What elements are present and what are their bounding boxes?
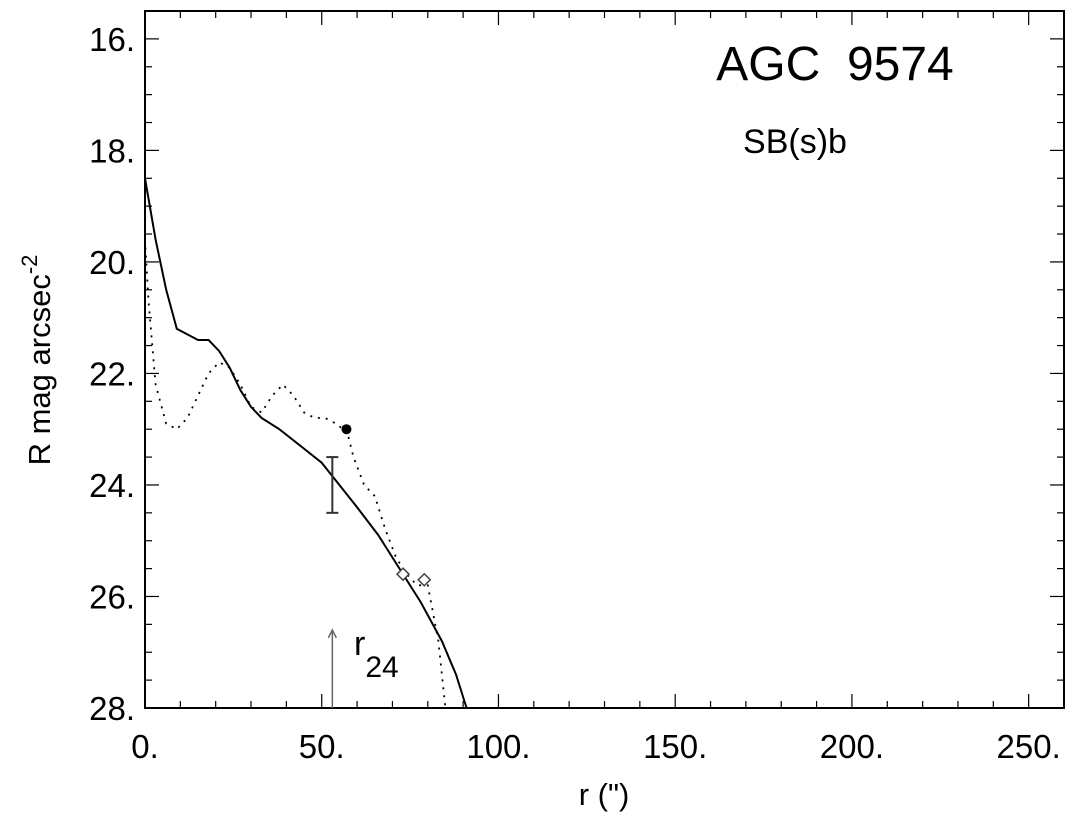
y-tick-label: 26. xyxy=(89,578,135,615)
y-tick-label: 20. xyxy=(89,244,135,281)
y-tick-label: 22. xyxy=(89,355,135,392)
axis-ticks xyxy=(144,10,1065,709)
chart-subtitle: SB(s)b xyxy=(743,123,847,161)
open-diamond-marker xyxy=(395,567,411,582)
series-line-dotted xyxy=(144,239,447,709)
y-axis-label: R mag arcsec-2 xyxy=(17,255,57,466)
y-axis-label-main: R mag arcsec xyxy=(22,274,57,465)
r24-label: r24 xyxy=(354,625,399,684)
x-tick-label: 250. xyxy=(997,728,1061,765)
filled-circle-marker xyxy=(341,424,352,435)
x-tick-label: 100. xyxy=(466,728,530,765)
y-tick-label: 18. xyxy=(89,132,135,169)
y-axis-label-sup: -2 xyxy=(17,255,42,275)
arrow-head xyxy=(327,628,338,639)
y-tick-labels: 16. 18. 20. 22. 24. 26. 28. xyxy=(89,21,135,727)
x-tick-labels: 0. 50. 100. 150. 200. 250. xyxy=(131,728,1061,765)
y-tick-label: 16. xyxy=(89,21,135,58)
x-tick-label: 50. xyxy=(299,728,345,765)
x-tick-label: 150. xyxy=(643,728,707,765)
plot-frame xyxy=(144,10,1065,709)
x-tick-label: 200. xyxy=(820,728,884,765)
series-line-solid xyxy=(144,178,468,709)
svg-text:R mag arcsec-2: R mag arcsec-2 xyxy=(17,255,57,466)
chart-title: AGC 9574 xyxy=(716,38,953,91)
error-bar xyxy=(326,456,339,514)
r24-label-main: r xyxy=(354,625,365,663)
data-markers xyxy=(341,424,432,587)
x-axis-label: r (") xyxy=(579,777,630,812)
r24-label-sub: 24 xyxy=(365,651,398,684)
y-tick-label: 24. xyxy=(89,467,135,504)
x-tick-label: 0. xyxy=(131,728,159,765)
y-tick-label: 28. xyxy=(89,690,135,727)
r24-arrow xyxy=(327,628,338,708)
open-diamond-marker xyxy=(417,572,432,587)
